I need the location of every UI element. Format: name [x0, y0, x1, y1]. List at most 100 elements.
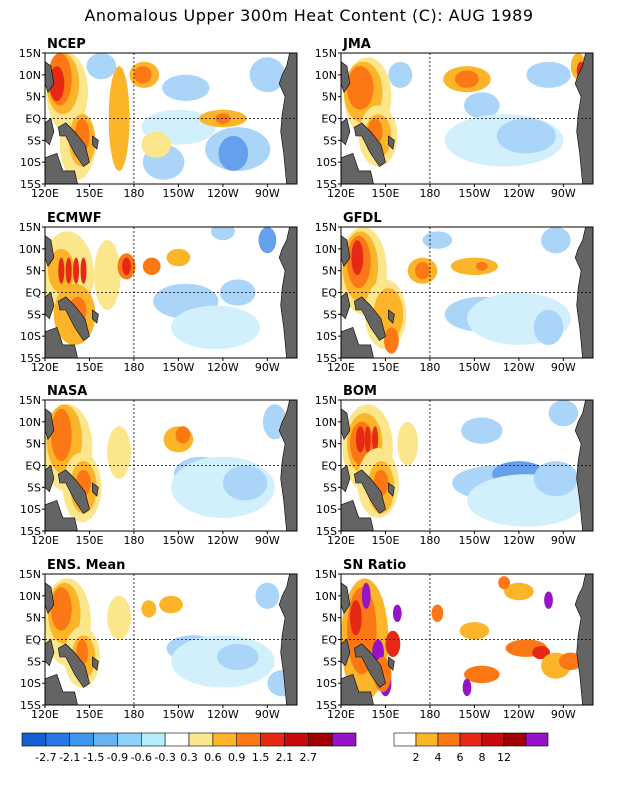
lon-tick-label: 150W: [162, 534, 194, 547]
lat-tick-label: 15S: [20, 178, 41, 191]
anomaly-contour: [349, 600, 362, 636]
colorbar-label: 0.6: [204, 751, 222, 764]
anomaly-contour: [388, 61, 413, 88]
colorbar-swatch: [284, 732, 309, 747]
lon-tick-label: 180: [123, 708, 144, 721]
land-mass: [278, 53, 297, 184]
lon-tick-label: 120E: [31, 187, 59, 200]
anomaly-contour: [504, 582, 534, 601]
colorbar-swatch: [459, 732, 483, 747]
lon-tick-label: 180: [419, 708, 440, 721]
land-mass: [341, 500, 374, 531]
colorbar-label: 2: [413, 751, 420, 764]
land-mass: [341, 582, 351, 614]
lon-tick-label: 120W: [207, 708, 239, 721]
land-mass: [574, 227, 593, 358]
lon-tick-label: 120E: [327, 361, 355, 374]
anomaly-contour: [533, 461, 579, 497]
anomaly-contour: [372, 426, 379, 453]
land-mass: [388, 135, 395, 150]
anomaly-contour: [459, 622, 490, 640]
anomaly-contour: [558, 652, 583, 670]
anomaly-contour: [142, 257, 161, 275]
land-mass: [278, 400, 297, 531]
lon-tick-label: 120W: [207, 534, 239, 547]
lat-tick-label: EQ: [25, 634, 41, 647]
lat-tick-label: 15S: [20, 352, 41, 365]
lon-tick-label: 120E: [31, 361, 59, 374]
colorbar-swatch: [307, 732, 333, 747]
land-mass: [574, 400, 593, 531]
anomaly-contour: [455, 70, 479, 88]
lon-tick-label: 150E: [371, 361, 399, 374]
lat-tick-label: 15N: [315, 47, 337, 60]
lon-tick-label: 150W: [458, 708, 490, 721]
lat-tick-label: 5S: [27, 134, 41, 147]
land-mass: [353, 296, 386, 341]
anomaly-contour: [216, 643, 259, 671]
lon-tick-label: 180: [419, 361, 440, 374]
anomaly-contour: [392, 604, 402, 622]
land-mass: [45, 674, 78, 705]
anomaly-contour: [475, 261, 488, 271]
lat-tick-label: 15S: [316, 525, 337, 538]
lat-tick-label: 5N: [26, 265, 41, 278]
lat-tick-label: 5S: [323, 134, 337, 147]
anomaly-contour: [464, 92, 500, 119]
anomaly-contour: [108, 66, 130, 171]
colorbar-label: 6: [457, 751, 464, 764]
land-mass: [45, 291, 55, 320]
lon-tick-label: 90W: [255, 708, 280, 721]
anomaly-contour: [496, 118, 556, 154]
lat-tick-label: 10N: [19, 416, 41, 429]
lon-tick-label: 90W: [551, 361, 576, 374]
lat-tick-label: 5S: [323, 655, 337, 668]
colorbar-swatch: [141, 732, 166, 747]
land-mass: [278, 227, 297, 358]
colorbar-label: -0.3: [154, 751, 175, 764]
colorbar-swatch: [212, 732, 238, 747]
anomaly-contour: [159, 595, 183, 614]
colorbar-swatch: [45, 732, 71, 747]
anomaly-contour: [422, 231, 453, 249]
lat-tick-label: 5N: [322, 438, 337, 451]
colorbar-swatch: [415, 732, 439, 747]
lon-tick-label: 90W: [255, 361, 280, 374]
lat-tick-label: EQ: [321, 634, 337, 647]
land-mass: [341, 674, 374, 705]
land-mass: [45, 61, 55, 93]
lon-tick-label: 180: [123, 361, 144, 374]
anomaly-contour: [86, 53, 117, 80]
lon-tick-label: 90W: [255, 187, 280, 200]
lat-tick-label: 15N: [315, 221, 337, 234]
lat-tick-label: 15N: [19, 568, 41, 581]
panel-title: ECMWF: [47, 211, 102, 226]
lat-tick-label: 5N: [322, 612, 337, 625]
land-mass: [341, 638, 351, 667]
colorbar-label: 2.7: [300, 751, 318, 764]
lon-tick-label: 90W: [255, 534, 280, 547]
lat-tick-label: 5N: [26, 438, 41, 451]
lat-tick-label: EQ: [25, 113, 41, 126]
lat-tick-label: 15N: [315, 568, 337, 581]
land-mass: [388, 482, 395, 497]
anomaly-contour: [361, 582, 371, 609]
lat-tick-label: EQ: [321, 287, 337, 300]
lon-tick-label: 150W: [162, 361, 194, 374]
colorbar-heat-content: -2.7 -2.1 -1.5 -0.9 -0.6 -0.3 0.3 0.6 0.9 1.5 2.1 2…: [21, 732, 357, 764]
colorbar-swatch: [93, 732, 118, 747]
land-mass: [341, 235, 351, 267]
colorbar-label: -1.5: [83, 751, 104, 764]
lat-tick-label: 10S: [20, 156, 41, 169]
panel-title: NCEP: [47, 37, 86, 52]
land-mass: [45, 327, 78, 358]
anomaly-contour: [141, 600, 157, 618]
anomaly-contour: [49, 66, 65, 102]
land-mass: [57, 643, 90, 688]
land-mass: [45, 500, 78, 531]
lon-tick-label: 120W: [503, 534, 535, 547]
lon-tick-label: 150E: [75, 187, 103, 200]
